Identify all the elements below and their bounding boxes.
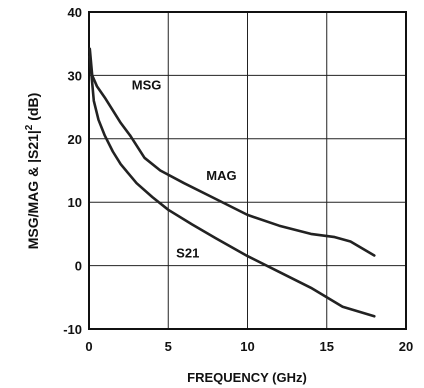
y-tick-label-1: 0 xyxy=(75,259,82,274)
x-axis-label: FREQUENCY (GHz) xyxy=(187,370,307,385)
series-line-msg xyxy=(88,47,132,137)
y-axis-label-main: MSG/MAG & |S21| xyxy=(25,130,41,249)
series xyxy=(88,47,376,318)
x-tick-label-1: 5 xyxy=(165,339,172,354)
series-line-s21 xyxy=(88,55,376,318)
y-tick-label-3: 20 xyxy=(68,132,82,147)
annotation-mag: MAG xyxy=(206,168,236,183)
annotation-s21: S21 xyxy=(176,245,199,260)
x-tick-label-0: 0 xyxy=(85,339,92,354)
x-tick-label-3: 15 xyxy=(320,339,334,354)
x-tick-label-4: 20 xyxy=(399,339,413,354)
y-axis-label-unit: (dB) xyxy=(25,93,41,125)
grid xyxy=(89,12,406,329)
annotations: MSG MAG S21 xyxy=(132,77,237,260)
y-tick-label-5: 40 xyxy=(68,5,82,20)
x-ticks: 0 5 10 15 20 xyxy=(85,339,413,354)
y-axis-label: MSG/MAG & |S21|2 (dB) xyxy=(24,93,41,250)
y-tick-label-2: 10 xyxy=(68,195,82,210)
y-tick-label-0: -10 xyxy=(63,322,82,337)
y-ticks: -10 0 10 20 30 40 xyxy=(63,5,82,337)
y-tick-label-4: 30 xyxy=(68,68,82,83)
y-axis-label-superscript: 2 xyxy=(24,124,35,130)
x-tick-label-2: 10 xyxy=(240,339,254,354)
plot-frame xyxy=(88,11,407,330)
series-line-mag xyxy=(128,134,376,257)
annotation-msg: MSG xyxy=(132,77,162,92)
